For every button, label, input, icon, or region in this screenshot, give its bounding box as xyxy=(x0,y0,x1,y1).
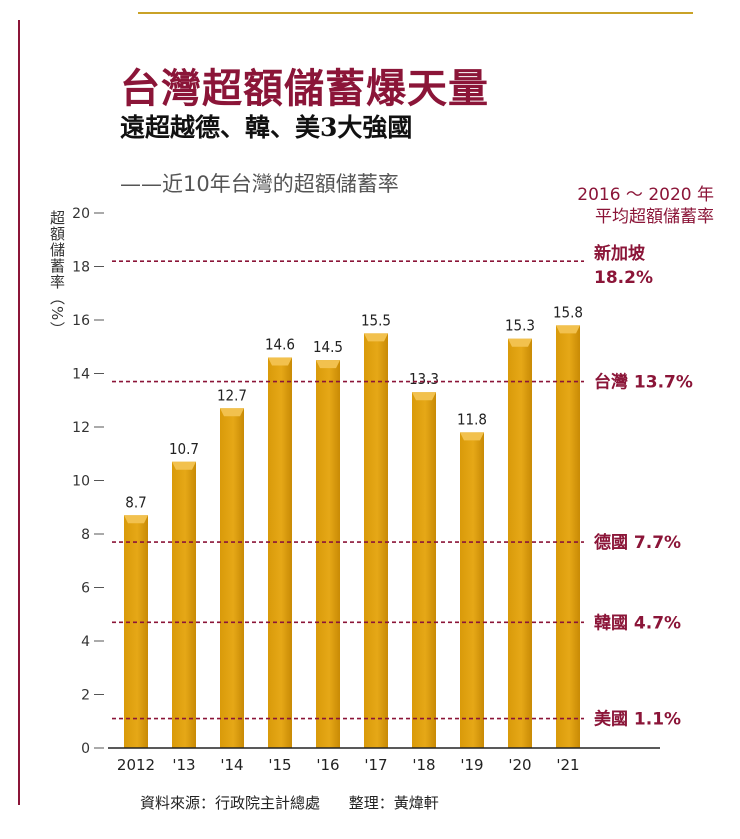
x-tick-label: '16 xyxy=(316,756,339,774)
legend-title: 2016 ～ 2020 年 平均超額儲蓄率 xyxy=(577,184,714,228)
bar-highlight xyxy=(268,357,292,366)
chart-description: ——近10年台灣的超額儲蓄率 xyxy=(120,172,399,196)
bar-highlight xyxy=(508,338,532,347)
y-tick-label: 4 xyxy=(81,634,90,650)
y-tick-label: 20 xyxy=(72,206,90,222)
x-tick-label: '20 xyxy=(508,756,531,774)
x-tick-label: '15 xyxy=(268,756,291,774)
left-rule xyxy=(18,20,20,805)
bar-highlight xyxy=(460,432,484,441)
bar-value-label: 15.3 xyxy=(505,317,535,335)
bar-highlight xyxy=(364,333,388,342)
x-tick-label: '17 xyxy=(364,756,387,774)
reference-label: 新加坡 xyxy=(594,243,645,264)
page-subtitle: 遠超越德、韓、美3大強國 xyxy=(120,113,413,142)
source-note: 資料來源：行政院主計總處 xyxy=(140,794,321,812)
y-tick-label: 12 xyxy=(72,420,90,436)
bar-value-label: 11.8 xyxy=(457,410,487,428)
bar-value-label: 13.3 xyxy=(409,370,439,388)
bar xyxy=(508,338,532,748)
footer: 資料來源：行政院主計總處 整理：黃煒軒 xyxy=(140,792,439,813)
bar xyxy=(268,357,292,748)
bar-highlight xyxy=(316,360,340,369)
y-tick-label: 18 xyxy=(72,260,90,276)
x-tick-label: '21 xyxy=(556,756,579,774)
bar-value-label: 10.7 xyxy=(169,440,199,458)
bar-highlight xyxy=(556,325,580,334)
bar xyxy=(556,325,580,748)
reference-label: 台灣 13.7% xyxy=(594,372,693,393)
x-tick-label: '19 xyxy=(460,756,483,774)
reference-label: 美國 1.1% xyxy=(594,709,681,730)
reference-value-label: 18.2% xyxy=(594,268,653,288)
bar-highlight xyxy=(220,408,244,417)
page-title: 台灣超額儲蓄爆天量 xyxy=(120,65,489,112)
bar-highlight xyxy=(172,461,196,470)
y-tick-label: 16 xyxy=(72,313,90,329)
legend-title-line1: 2016 ～ 2020 年 xyxy=(577,185,714,205)
y-tick-label: 10 xyxy=(72,474,90,490)
bar-value-label: 14.5 xyxy=(313,338,343,356)
bar xyxy=(316,360,340,748)
y-tick-label: 0 xyxy=(81,741,90,757)
y-tick-label: 2 xyxy=(81,688,90,704)
y-tick-label: 8 xyxy=(81,527,90,543)
x-tick-label: '14 xyxy=(220,756,243,774)
bar-highlight xyxy=(412,392,436,401)
x-tick-label: 2012 xyxy=(117,756,155,774)
reference-label: 韓國 4.7% xyxy=(594,612,681,633)
bar-highlight xyxy=(124,515,148,524)
compiler-note: 整理：黃煒軒 xyxy=(348,794,439,812)
legend-title-line2: 平均超額儲蓄率 xyxy=(595,207,714,227)
bar-value-label: 15.5 xyxy=(361,311,391,329)
bar xyxy=(460,432,484,748)
y-tick-label: 14 xyxy=(72,367,90,383)
bar xyxy=(124,515,148,748)
y-tick-label: 6 xyxy=(81,581,90,597)
bar xyxy=(220,408,244,748)
bar-value-label: 14.6 xyxy=(265,335,295,353)
x-tick-label: '18 xyxy=(412,756,435,774)
bar xyxy=(364,333,388,748)
bar xyxy=(412,392,436,748)
reference-label: 德國 7.7% xyxy=(594,532,681,553)
top-rule xyxy=(138,12,693,14)
y-axis-label: 超額儲蓄率（%） xyxy=(48,210,66,338)
bar-value-label: 8.7 xyxy=(125,493,146,511)
x-tick-label: '13 xyxy=(172,756,195,774)
bar-value-label: 15.8 xyxy=(553,303,583,321)
bar xyxy=(172,461,196,748)
bar-value-label: 12.7 xyxy=(217,386,247,404)
